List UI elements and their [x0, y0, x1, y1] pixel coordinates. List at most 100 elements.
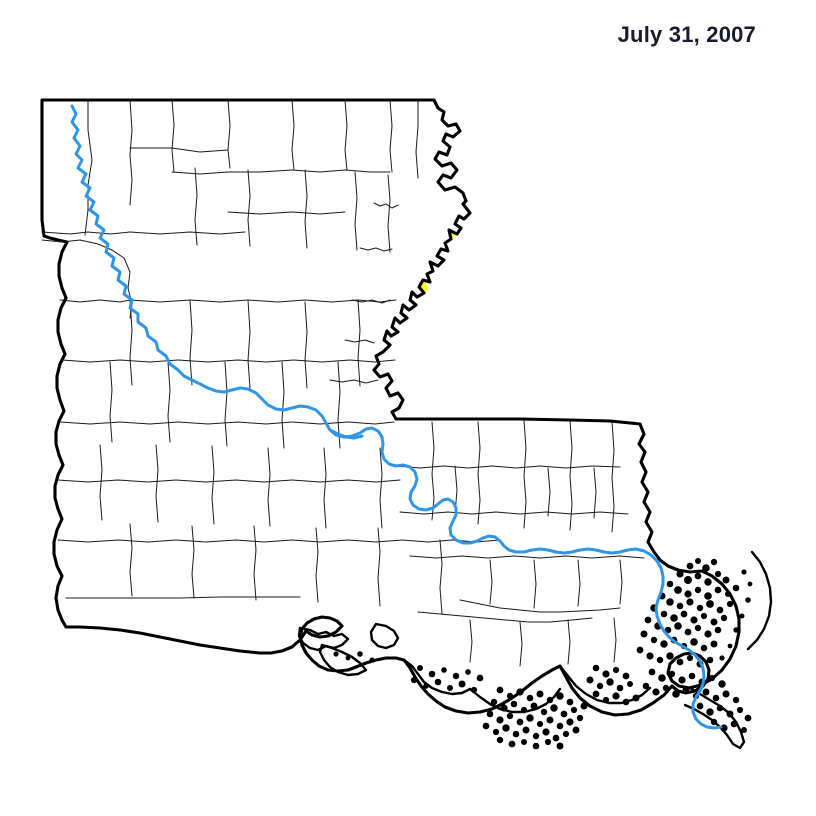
parish-line-central-i: [379, 447, 383, 529]
parish-boundary-layer: [41, 99, 645, 667]
parish-line-north-horiz-a: [129, 147, 229, 153]
parish-line-fl-vert-d: [569, 420, 573, 531]
parish-line-sc-i: [469, 619, 473, 663]
parish-line-sc-g: [417, 611, 507, 621]
parish-line-sc-j: [519, 621, 523, 667]
parish-line-mid-horiz-e: [177, 359, 295, 363]
parish-line-fl-vert-e: [611, 421, 615, 533]
parish-line-sc-h: [505, 617, 593, 623]
parish-line-south-g: [253, 525, 257, 601]
parish-line-claiborne-union: [227, 99, 231, 169]
parish-line-mid-horiz-d: [61, 359, 179, 363]
parish-line-south-a: [57, 539, 177, 543]
parish-line-central-b: [175, 479, 293, 483]
marsh-speckle-layer: [333, 557, 753, 750]
parish-line-south-i: [377, 527, 381, 607]
parish-line-mid-vert-h: [224, 361, 228, 447]
mississippi-river-path: [401, 463, 723, 730]
parish-line-fl-horiz-b: [491, 465, 621, 469]
parish-line-mid-horiz-g: [59, 421, 179, 425]
parish-line-south-f: [191, 525, 195, 599]
parish-line-madison-vert: [387, 174, 391, 253]
parish-line-tensas-b: [359, 247, 393, 252]
parish-line-south-b: [175, 539, 293, 543]
parish-line-fl-vert-a: [431, 421, 435, 521]
marsh-island-a: [318, 643, 368, 677]
parish-line-south-j: [439, 539, 443, 615]
parish-line-mid-vert-g: [167, 361, 171, 443]
parish-line-south-k: [65, 596, 301, 599]
river-tributary-upper: [328, 428, 364, 440]
parish-line-south-c: [291, 539, 403, 543]
parish-line-sc-b: [539, 607, 621, 613]
parish-line-desoto-vert: [194, 167, 198, 246]
parish-line-mid-vert-b: [189, 299, 193, 386]
parish-line-central-d: [99, 444, 103, 521]
parish-line-north-horiz-f: [129, 231, 246, 235]
parish-line-sc-f: [619, 559, 623, 605]
parish-line-central-h: [323, 447, 327, 529]
parish-line-fl-horiz-f: [513, 555, 645, 559]
parish-line-ouachita-vert: [304, 169, 308, 249]
parish-line-nw-c: [59, 299, 131, 303]
parish-line-fl-vert-c: [523, 420, 527, 529]
atchafalaya-bay-outline: [402, 658, 472, 696]
parish-line-mid-horiz-b: [247, 299, 359, 303]
parish-line-mid-horiz-i: [291, 421, 395, 425]
river-layer: [70, 104, 723, 730]
page-title: July 31, 2007: [617, 22, 756, 47]
parish-line-north-horiz-d: [227, 211, 346, 215]
parish-line-fl-vert-h: [593, 467, 597, 519]
parish-line-fl-horiz-d: [495, 511, 629, 515]
parish-line-sc-c: [489, 559, 493, 605]
parish-line-central-g: [267, 447, 271, 527]
parish-line-mid-horiz-h: [177, 421, 293, 425]
parish-line-nw-a: [41, 239, 125, 259]
parish-line-sc-a: [459, 599, 541, 613]
parish-line-north-horiz-b: [171, 169, 293, 175]
parish-line-central-e: [155, 444, 159, 523]
parish-line-concordia-a: [351, 299, 391, 304]
parish-line-south-h: [315, 527, 319, 603]
parish-line-mid-vert-f: [109, 361, 113, 443]
parish-line-sc-d: [533, 559, 537, 609]
parish-line-south-d: [401, 539, 501, 543]
parish-line-mid-horiz-f: [293, 359, 396, 363]
parish-line-mid-vert-e: [357, 299, 361, 387]
parish-line-lincoln-vert: [247, 169, 251, 247]
parish-line-union-morehouse: [291, 99, 295, 171]
vermilion-bay-detail: [297, 626, 350, 652]
parish-line-sc-k: [567, 619, 571, 665]
parish-line-fl-vert-g: [547, 467, 551, 517]
parish-line-fl-horiz-c: [399, 511, 497, 515]
parish-line-mid-vert-i: [281, 361, 285, 449]
chandeleur-islands-arc: [746, 550, 773, 651]
parish-line-mid-vert-c: [247, 299, 251, 389]
parish-line-mid-vert-d: [304, 301, 308, 389]
parish-line-fl-horiz-e: [409, 555, 515, 559]
parish-line-sc-e: [577, 559, 581, 607]
parish-line-fl-vert-b: [477, 421, 481, 525]
parish-line-north-horiz-e: [41, 231, 131, 235]
parish-line-south-e: [129, 523, 133, 597]
parish-line-richland-vert: [354, 171, 358, 251]
parish-line-central-c: [291, 479, 401, 483]
parish-line-avoyelles-a: [329, 379, 379, 384]
parish-line-westcarroll-eastcarroll: [389, 99, 393, 173]
parish-line-morehouse-westcarroll: [344, 99, 348, 171]
marsh-island-b: [369, 622, 400, 650]
parish-line-central-f: [211, 445, 215, 525]
parish-line-tensas-a: [373, 202, 399, 209]
parish-line-caddo-bossier: [84, 99, 93, 236]
birdfoot-delta-outline: [683, 686, 746, 750]
state-outline-layer: [40, 98, 741, 717]
parish-line-webster-claiborne: [171, 99, 175, 173]
parish-line-eastcarroll-ms: [415, 99, 419, 179]
parish-line-north-horiz-c: [291, 169, 391, 173]
parish-line-bossier-webster: [129, 99, 133, 206]
parish-line-mid-vert-a: [129, 299, 133, 386]
louisiana-state-outline: [40, 98, 741, 717]
parish-line-concordia-b: [344, 339, 375, 344]
